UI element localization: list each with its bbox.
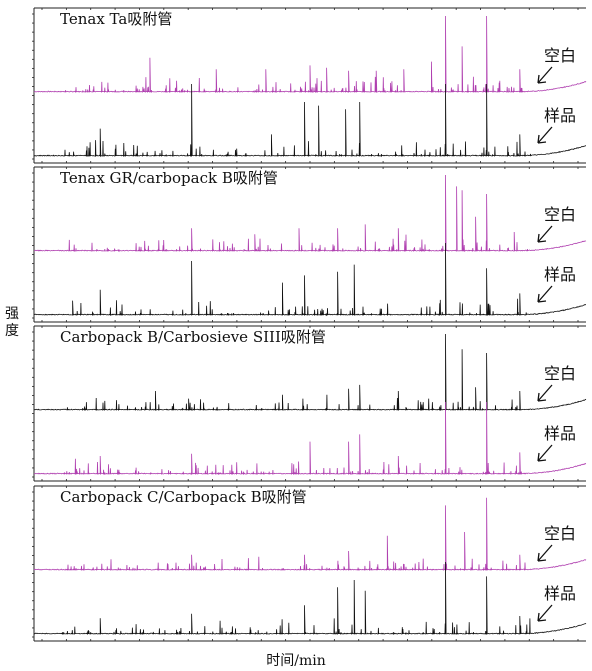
label-arrow	[537, 384, 553, 402]
series-label: 空白	[544, 364, 576, 383]
label-arrow	[537, 444, 553, 462]
series-trace-sample	[33, 83, 587, 158]
label-arrow	[537, 544, 553, 562]
panel-title: Carbopack C/Carbopack B吸附管	[60, 488, 307, 506]
series-trace-blank	[33, 174, 587, 253]
panel-title: Tenax GR/carbopack B吸附管	[60, 169, 278, 187]
series-trace-sample	[33, 561, 587, 636]
label-arrow	[537, 225, 553, 243]
panel-title: Carbopack B/Carbosieve SIII吸附管	[60, 328, 326, 346]
x-axis-label: 时间/min	[266, 653, 326, 669]
series-label: 空白	[544, 205, 576, 224]
series-label: 样品	[544, 584, 576, 603]
label-arrow	[537, 66, 553, 84]
series-trace-sample	[33, 242, 586, 317]
series-label: 空白	[544, 46, 576, 65]
series-trace-blank	[33, 497, 587, 572]
label-arrow	[537, 126, 553, 144]
series-label: 样品	[544, 265, 576, 284]
series-label: 空白	[544, 524, 576, 543]
series-label: 样品	[544, 424, 576, 443]
y-axis-label: 强度	[5, 306, 19, 339]
label-arrow	[537, 604, 553, 622]
series-label: 样品	[544, 106, 576, 125]
label-arrow	[537, 285, 553, 303]
panel-title: Tenax Ta吸附管	[60, 10, 172, 28]
series-trace-sample	[33, 401, 587, 476]
